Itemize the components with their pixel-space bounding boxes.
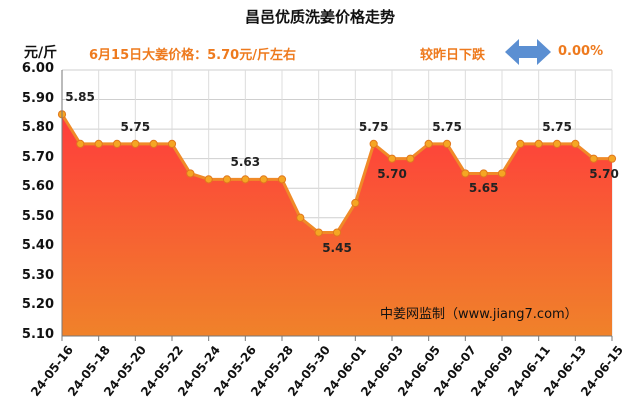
data-label: 5.63 [230,155,261,170]
data-point-5 [149,139,158,148]
data-point-20 [424,139,433,148]
y-tick-label: 5.70 [21,149,54,165]
data-point-6 [167,139,177,148]
data-point-14 [314,228,323,237]
data-label: 5.65 [468,181,499,196]
area-fill [62,114,612,336]
data-point-2 [94,139,103,148]
data-point-25 [516,139,525,148]
y-tick-label: 5.20 [21,297,54,313]
data-point-19 [406,154,415,163]
data-point-28 [571,139,580,148]
y-tick-label: 5.80 [21,120,54,136]
data-point-23 [479,169,488,178]
data-label: 5.85 [65,90,95,105]
y-axis-unit-label: 元/斤 [24,45,58,61]
data-label: 5.70 [589,166,619,181]
comparison-label: 较昨日下跌 [420,48,486,63]
y-tick-label: 6.00 [21,61,54,76]
data-point-8 [204,175,213,184]
y-tick-label: 5.40 [21,238,54,254]
data-point-4 [131,139,140,148]
data-point-22 [461,169,470,178]
data-point-26 [534,139,543,148]
y-tick-label: 5.90 [21,90,54,106]
y-tick-label: 5.50 [21,208,54,224]
comparison-value: 0.00% [558,44,604,59]
data-point-17 [369,139,378,148]
data-point-12 [277,175,287,184]
data-point-9 [222,175,232,184]
data-label: 5.75 [358,119,389,134]
price-headline: 6月15日大姜价格：5.70元/斤左右 [89,48,296,63]
data-point-7 [186,169,195,178]
data-point-1 [76,139,85,148]
data-label: 5.75 [432,119,462,134]
axes [61,70,613,341]
data-label: 5.75 [542,119,572,134]
data-point-11 [259,175,268,184]
double-arrow-icon [505,39,551,65]
y-tick-label: 5.60 [21,179,54,195]
data-point-21 [442,139,452,148]
y-tick-label: 5.30 [21,267,54,283]
data-point-29 [589,154,598,163]
data-point-24 [497,169,507,178]
data-point-30 [607,154,617,163]
data-point-10 [241,175,250,184]
data-point-3 [112,139,122,148]
data-point-13 [296,213,305,222]
chart-title: 昌邑优质洗姜价格走势 [244,8,395,26]
watermark-text: 中姜网监制（www.jiang7.com） [380,307,578,322]
plot-area [57,110,617,336]
data-point-16 [351,198,360,208]
data-point-15 [332,228,342,237]
data-point-27 [552,139,562,148]
data-label: 5.75 [120,119,151,134]
data-label: 5.70 [377,166,407,181]
y-tick-label: 5.10 [21,327,54,342]
data-label: 5.45 [322,240,352,255]
data-point-18 [387,154,397,163]
